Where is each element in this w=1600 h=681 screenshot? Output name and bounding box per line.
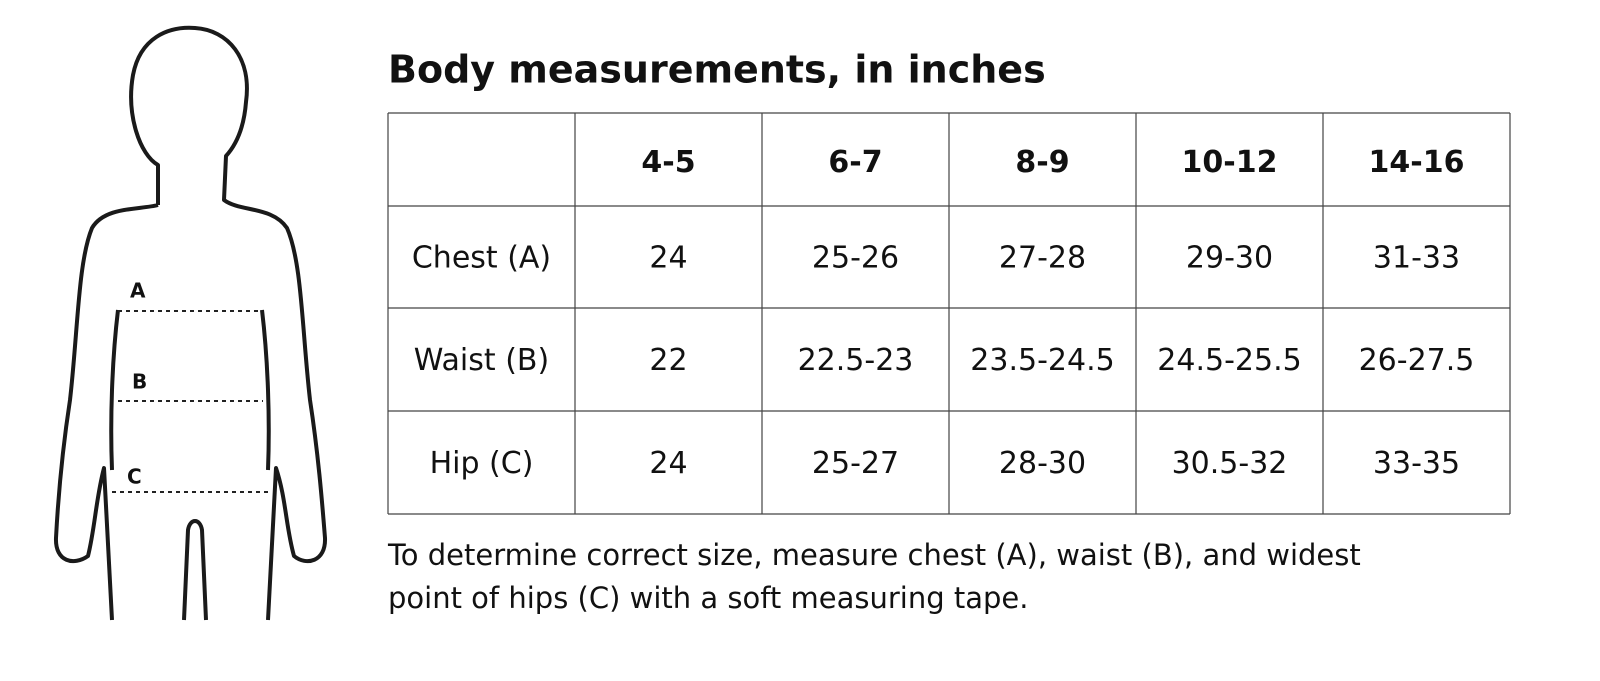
row-header: Hip (C) xyxy=(430,446,534,481)
table-cell: 30.5-32 xyxy=(1172,446,1288,481)
column-header: 14-16 xyxy=(1369,145,1465,180)
table-cell: 23.5-24.5 xyxy=(970,343,1114,378)
figure-label: A xyxy=(130,279,146,303)
size-table: 4-5 6-7 8-9 10-12 14-16 Chest (A) 24 25-26 27-28… xyxy=(387,112,1511,515)
body-outline xyxy=(53,25,328,621)
row-header: Waist (B) xyxy=(414,343,549,378)
table-cell: 33-35 xyxy=(1373,446,1460,481)
silhouette xyxy=(53,25,328,621)
column-header: 4-5 xyxy=(641,145,695,180)
note-line: To determine correct size, measure chest… xyxy=(387,538,1361,572)
table-cell: 22.5-23 xyxy=(798,343,914,378)
column-header: 8-9 xyxy=(1015,145,1069,180)
body-inner xyxy=(109,309,271,621)
row-header: Chest (A) xyxy=(412,241,551,276)
table-cell: 27-28 xyxy=(999,241,1086,276)
table-cell: 24 xyxy=(649,446,687,481)
table-cell: 26-27.5 xyxy=(1359,343,1475,378)
measure-lines xyxy=(112,310,268,493)
table-cell: 31-33 xyxy=(1373,241,1460,276)
title: Body measurements, in inches xyxy=(388,48,1046,92)
figure-label: B xyxy=(132,370,147,394)
column-header: 6-7 xyxy=(828,145,882,180)
figure-label: C xyxy=(127,465,142,489)
column-header: 10-12 xyxy=(1182,145,1278,180)
table-cell: 29-30 xyxy=(1186,241,1273,276)
note-line: point of hips (C) with a soft measuring … xyxy=(388,581,1028,615)
table-cell: 25-27 xyxy=(812,446,899,481)
table-cell: 25-26 xyxy=(812,241,899,276)
table-cell: 24 xyxy=(649,241,687,276)
table-cell: 28-30 xyxy=(999,446,1086,481)
table-cell: 24.5-25.5 xyxy=(1157,343,1301,378)
table-cell: 22 xyxy=(649,343,687,378)
